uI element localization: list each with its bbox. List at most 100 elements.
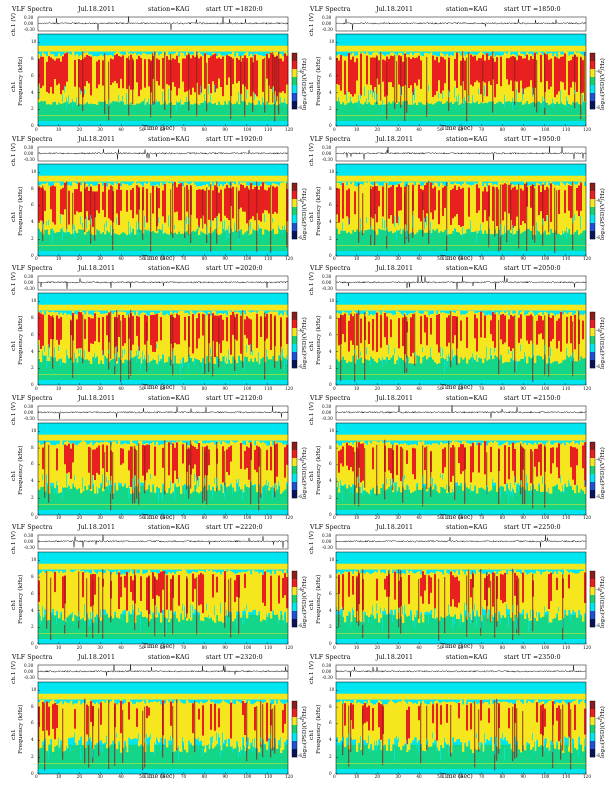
channel-label: ch1 [11, 210, 17, 222]
x-tick-label: 60 [160, 515, 166, 520]
x-tick-label: 50 [437, 126, 443, 132]
channel-label: ch1 [309, 81, 315, 92]
colorbar [589, 52, 596, 110]
waveform-trace [37, 275, 289, 291]
x-tick-label: 100 [541, 126, 550, 132]
x-tick-label: 120 [285, 515, 293, 520]
x-axis-label: Time (sec) [143, 254, 175, 262]
x-tick-label: 110 [562, 644, 571, 650]
x-tick-label: 80 [201, 515, 207, 520]
trace-tick-label: 0.30 [24, 144, 34, 150]
spectrogram-panel: VLF Spectra Jul.18.2011 station=KAG start U… [306, 6, 606, 134]
trace-tick-label: 0.30 [24, 403, 34, 409]
y-tick-label: 0 [329, 252, 332, 258]
x-tick-label: 10 [353, 385, 360, 391]
colorbar-label: log₁₀(PSD)(V²/Hz) [600, 576, 606, 628]
x-tick-label: 10 [353, 644, 360, 650]
x-tick-label: 50 [139, 644, 145, 650]
x-tick-label: 40 [118, 126, 124, 132]
panel-station: station=KAG [446, 6, 488, 13]
x-axis-label: Time (sec) [441, 125, 473, 132]
spectrogram-heatmap [37, 163, 289, 256]
colorbar-label: log₁₀(PSD)(V²/Hz) [600, 58, 606, 110]
colorbar-tick-label: -4 [596, 198, 601, 204]
spectrogram-heatmap [335, 681, 587, 774]
x-tick-label: 120 [583, 256, 591, 261]
x-tick-label: 30 [395, 774, 401, 779]
y-tick-label: 8 [329, 185, 332, 191]
colorbar-tick-label: -6 [298, 105, 303, 110]
x-tick-label: 20 [374, 515, 380, 520]
x-tick-label: 20 [374, 774, 380, 779]
y-tick-label: 10 [31, 557, 37, 563]
x-tick-label: 0 [35, 774, 38, 779]
y-tick-label: 6 [31, 72, 34, 78]
panel-date: Jul.18.2011 [78, 265, 116, 272]
channel-label: ch1 [11, 728, 17, 740]
panel-date: Jul.18.2011 [376, 135, 414, 143]
x-tick-label: 90 [222, 385, 228, 391]
y-tick-label: 0 [31, 252, 34, 258]
colorbar-tick-label: -6 [298, 234, 303, 240]
x-tick-label: 10 [55, 774, 62, 779]
y-tick-label: 10 [329, 557, 335, 563]
x-tick-label: 40 [118, 385, 124, 391]
y-tick-label: 6 [329, 202, 332, 208]
x-axis-label: Time (sec) [143, 513, 175, 521]
x-tick-label: 60 [160, 385, 166, 391]
trace-axis-label: ch.1 (V) [309, 530, 315, 554]
trace-tick-label: -0.30 [322, 674, 333, 680]
colorbar-tick-label: -6 [298, 752, 303, 758]
trace-tick-label: -0.30 [322, 415, 333, 421]
x-tick-label: 70 [478, 515, 485, 520]
y-tick-label: 6 [329, 331, 332, 337]
spectrogram-panel: VLF Spectra Jul.18.2011 station=KAG start U… [306, 654, 606, 782]
trace-tick-label: 0.00 [24, 668, 34, 674]
x-tick-label: 120 [583, 385, 591, 391]
panel-date: Jul.18.2011 [78, 524, 116, 531]
x-tick-label: 60 [458, 126, 464, 132]
x-tick-label: 110 [264, 385, 273, 391]
colorbar-tick-label: -6 [298, 493, 303, 499]
y-tick-label: 10 [31, 427, 37, 433]
panel-header-label: VLF Spectra [12, 394, 53, 402]
x-tick-label: 100 [243, 126, 252, 132]
x-tick-label: 50 [139, 256, 145, 261]
panel-station: station=KAG [148, 265, 190, 272]
trace-tick-label: 0.00 [322, 409, 332, 415]
x-tick-label: 0 [35, 126, 38, 132]
x-tick-label: 30 [97, 515, 103, 520]
x-tick-label: 20 [374, 126, 380, 132]
spectrogram-svg [335, 275, 596, 386]
x-tick-label: 90 [222, 256, 228, 261]
x-axis-label: Time (sec) [441, 643, 473, 650]
trace-tick-label: 0.30 [24, 533, 34, 538]
y-tick-label: 6 [329, 720, 332, 726]
x-tick-label: 20 [76, 256, 82, 261]
y-tick-label: 10 [329, 686, 335, 692]
x-tick-label: 60 [160, 774, 166, 779]
y-tick-label: 8 [329, 56, 332, 62]
y-axis-label: Frequency (kHz) [316, 574, 322, 624]
x-tick-label: 70 [180, 515, 187, 520]
x-tick-label: 90 [222, 515, 228, 520]
x-tick-label: 120 [285, 126, 293, 132]
x-tick-label: 10 [55, 515, 62, 520]
x-tick-label: 120 [583, 644, 591, 650]
x-tick-label: 100 [243, 644, 252, 650]
colorbar-tick-label: -6 [596, 105, 601, 110]
trace-tick-label: 0.00 [322, 668, 332, 674]
panel-start-time: start UT =2220:0 [206, 524, 263, 531]
y-tick-label: 6 [31, 331, 34, 337]
x-tick-label: 20 [374, 385, 380, 391]
panel-header-label: VLF Spectra [12, 135, 53, 143]
panel-station: station=KAG [148, 6, 190, 13]
x-tick-label: 30 [97, 774, 103, 779]
panel-header-label: VLF Spectra [310, 394, 351, 402]
panel-station: station=KAG [446, 265, 488, 272]
x-tick-label: 70 [180, 126, 187, 132]
y-tick-label: 4 [329, 219, 332, 225]
x-tick-label: 20 [76, 644, 82, 650]
spectrogram-svg [37, 534, 298, 645]
panel-date: Jul.18.2011 [78, 135, 116, 143]
